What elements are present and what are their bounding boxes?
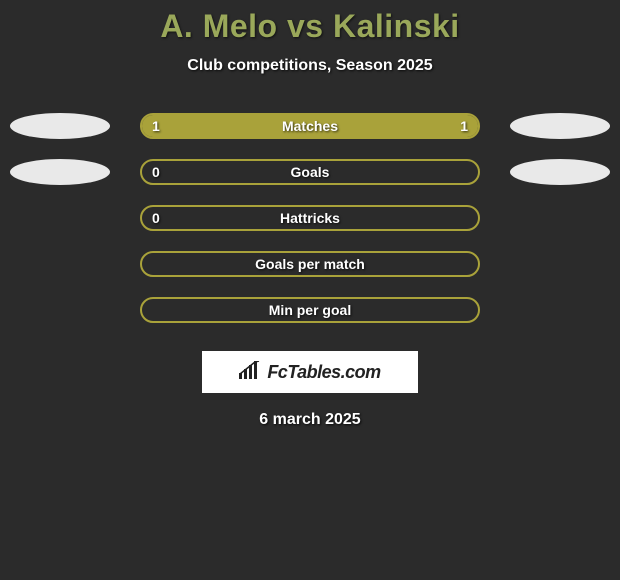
- player-left-ellipse: [10, 113, 110, 139]
- stat-row: Hattricks0: [0, 195, 620, 241]
- player-right-ellipse: [510, 113, 610, 139]
- stat-value-left: 0: [152, 207, 160, 229]
- stat-bar-label: Hattricks: [142, 207, 478, 229]
- stat-row: Goals per match: [0, 241, 620, 287]
- stat-rows: Matches11Goals0Hattricks0Goals per match…: [0, 103, 620, 333]
- stat-bar: Min per goal: [140, 297, 480, 323]
- subtitle: Club competitions, Season 2025: [0, 57, 620, 75]
- stat-bar: Hattricks0: [140, 205, 480, 231]
- stat-bar-fill-right: [310, 115, 478, 137]
- chart-icon: [239, 361, 261, 384]
- stat-bar-label: Goals: [142, 161, 478, 183]
- stat-row: Goals0: [0, 149, 620, 195]
- infographic-container: A. Melo vs Kalinski Club competitions, S…: [0, 0, 620, 429]
- page-title: A. Melo vs Kalinski: [0, 8, 620, 45]
- stat-bar-fill-left: [142, 115, 310, 137]
- stat-row: Matches11: [0, 103, 620, 149]
- player-left-ellipse: [10, 159, 110, 185]
- stat-row: Min per goal: [0, 287, 620, 333]
- stat-bar: Goals per match: [140, 251, 480, 277]
- date-label: 6 march 2025: [0, 411, 620, 429]
- logo-box: FcTables.com: [202, 351, 418, 393]
- stat-bar: Matches11: [140, 113, 480, 139]
- player-right-ellipse: [510, 159, 610, 185]
- stat-bar: Goals0: [140, 159, 480, 185]
- stat-value-left: 0: [152, 161, 160, 183]
- logo-text: FcTables.com: [267, 362, 380, 383]
- stat-bar-label: Goals per match: [142, 253, 478, 275]
- stat-bar-label: Min per goal: [142, 299, 478, 321]
